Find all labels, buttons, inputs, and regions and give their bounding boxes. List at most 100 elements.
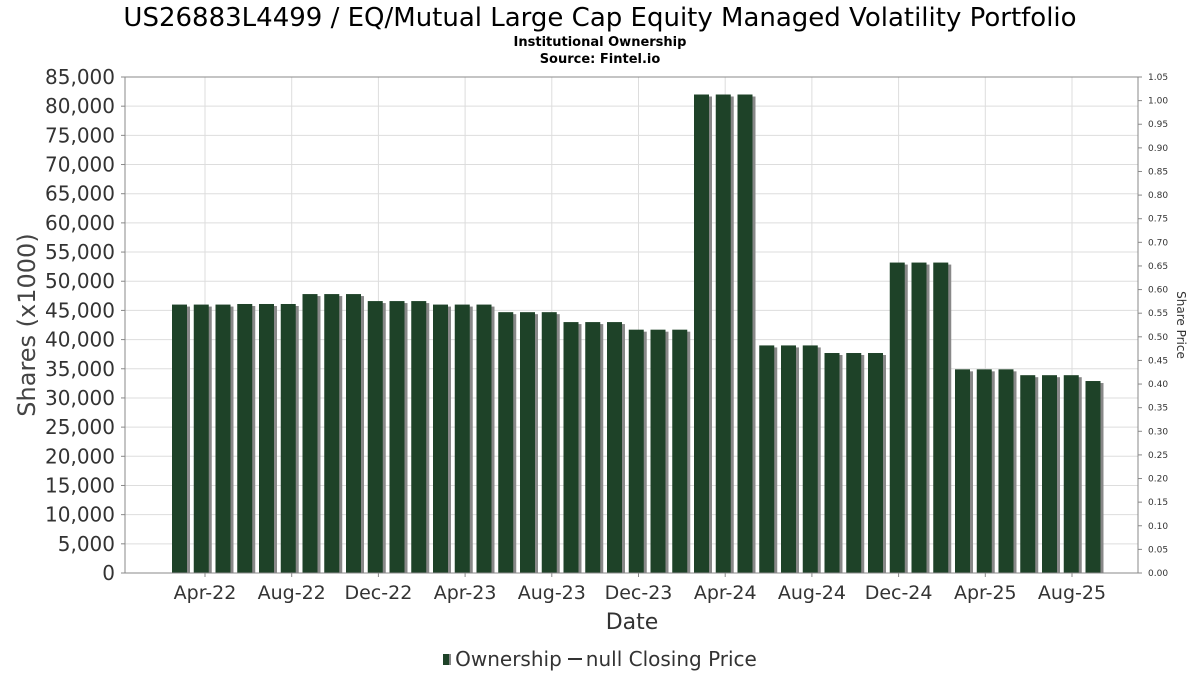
ownership-bar xyxy=(1042,375,1057,573)
ownership-bar xyxy=(650,329,666,573)
y2-tick-label: 0.70 xyxy=(1148,238,1168,248)
ownership-bar xyxy=(433,304,448,573)
y2-tick-label: 0.75 xyxy=(1148,215,1168,225)
price-legend-swatch xyxy=(567,658,582,660)
ownership-bar xyxy=(520,312,535,573)
ownership-bar xyxy=(846,353,862,573)
price-legend-label: null Closing Price xyxy=(585,647,757,671)
y-tick-label: 80,000 xyxy=(45,94,115,118)
ownership-legend-label: Ownership xyxy=(455,647,562,671)
ownership-bar xyxy=(889,262,905,573)
x-axis-label: Date xyxy=(606,610,659,635)
ownership-bar xyxy=(498,312,514,573)
y2-tick-label: 1.05 xyxy=(1148,73,1168,83)
ownership-bar xyxy=(389,301,405,573)
x-tick-label: Aug-24 xyxy=(778,582,846,604)
chart-title: US26883L4499 / EQ/Mutual Large Cap Equit… xyxy=(123,3,1077,33)
ownership-bar xyxy=(541,312,557,573)
y2-axis: 0.00 0.05 0.10 0.15 0.20 0.25 0.30 0.35 0.40 0.45… xyxy=(1138,73,1168,579)
legend: Ownership null Closing Price xyxy=(0,647,1200,671)
ownership-bar xyxy=(672,329,688,573)
chart-subtitle: Institutional Ownership xyxy=(513,35,687,50)
y-tick-label: 25,000 xyxy=(45,415,115,439)
ownership-bar xyxy=(302,294,318,573)
y2-tick-label: 0.05 xyxy=(1148,545,1168,555)
ownership-bar xyxy=(824,353,840,573)
ownership-bar xyxy=(868,353,883,573)
ownership-bar xyxy=(215,304,231,573)
ownership-bar xyxy=(563,322,579,573)
y-axis: 0 5,000 10,000 15,000 20,000 25,000 30,000 35,0… xyxy=(45,65,125,585)
y-tick-label: 55,000 xyxy=(45,240,115,264)
y2-tick-label: 0.10 xyxy=(1148,522,1168,532)
y2-tick-label: 0.65 xyxy=(1148,262,1168,272)
ownership-legend-swatch xyxy=(443,654,452,665)
y2-axis-label: Share Price xyxy=(1174,291,1188,359)
y2-tick-label: 0.30 xyxy=(1148,427,1168,437)
ownership-bar xyxy=(694,94,709,573)
ownership-bar xyxy=(346,294,361,573)
y-axis-label: Shares (x1000) xyxy=(13,233,41,416)
y-tick-label: 5,000 xyxy=(58,532,115,556)
ownership-bar xyxy=(933,262,949,573)
y-tick-label: 30,000 xyxy=(45,386,115,410)
ownership-bar xyxy=(1020,375,1036,573)
y-tick-label: 70,000 xyxy=(45,153,115,177)
ownership-bar xyxy=(998,369,1014,573)
y-tick-label: 20,000 xyxy=(45,444,115,468)
y-tick-label: 10,000 xyxy=(45,503,115,527)
y2-tick-label: 0.85 xyxy=(1148,167,1168,177)
y2-tick-label: 0.55 xyxy=(1148,309,1168,319)
ownership-bar xyxy=(781,345,796,573)
x-tick-label: Aug-25 xyxy=(1038,582,1106,604)
y2-tick-label: 0.95 xyxy=(1148,120,1168,130)
ownership-bar xyxy=(454,304,470,573)
bars xyxy=(172,94,1104,573)
ownership-bar xyxy=(1085,381,1101,573)
x-tick-label: Dec-24 xyxy=(865,582,933,604)
ownership-bar xyxy=(367,301,383,573)
x-tick-label: Apr-24 xyxy=(694,582,757,604)
x-tick-label: Dec-23 xyxy=(605,582,673,604)
y-tick-label: 0 xyxy=(102,561,115,585)
y2-tick-label: 0.45 xyxy=(1148,356,1168,366)
y2-tick-label: 0.35 xyxy=(1148,404,1168,414)
x-tick-label: Dec-22 xyxy=(344,582,412,604)
ownership-bar xyxy=(193,304,209,573)
ownership-bar xyxy=(172,304,187,573)
plot-frame xyxy=(124,76,1139,574)
ownership-bar xyxy=(259,303,274,573)
y-tick-label: 75,000 xyxy=(45,123,115,147)
y-tick-label: 60,000 xyxy=(45,211,115,235)
ownership-bar xyxy=(280,303,296,573)
ownership-bar xyxy=(976,369,992,573)
ownership-bar xyxy=(715,94,731,573)
x-tick-label: Apr-22 xyxy=(174,582,237,604)
y-tick-label: 35,000 xyxy=(45,357,115,381)
x-tick-label: Aug-22 xyxy=(258,582,326,604)
ownership-bar xyxy=(802,345,818,573)
ownership-bar xyxy=(607,322,622,573)
ownership-bar xyxy=(1063,375,1079,573)
x-axis: Apr-22 Aug-22 Dec-22 Apr-23 Aug-23 Dec-23 Apr-… xyxy=(174,573,1106,604)
y-tick-label: 15,000 xyxy=(45,473,115,497)
chart-source: Source: Fintel.io xyxy=(539,52,661,67)
y-tick-label: 50,000 xyxy=(45,269,115,293)
ownership-bar xyxy=(585,322,601,573)
ownership-bar xyxy=(955,369,970,573)
y2-tick-label: 0.80 xyxy=(1148,191,1168,201)
y2-tick-label: 0.50 xyxy=(1148,333,1168,343)
y2-tick-label: 0.40 xyxy=(1148,380,1168,390)
y2-tick-label: 1.00 xyxy=(1148,97,1168,107)
y-tick-label: 45,000 xyxy=(45,298,115,322)
ownership-bar xyxy=(737,94,753,573)
y2-tick-label: 0.90 xyxy=(1148,144,1168,154)
y2-tick-label: 0.20 xyxy=(1148,475,1168,485)
y-tick-label: 65,000 xyxy=(45,182,115,206)
ownership-bar xyxy=(411,301,427,573)
ownership-bar xyxy=(237,303,253,573)
ownership-bar xyxy=(324,294,340,573)
ownership-bar xyxy=(759,345,775,573)
x-tick-label: Apr-23 xyxy=(434,582,497,604)
